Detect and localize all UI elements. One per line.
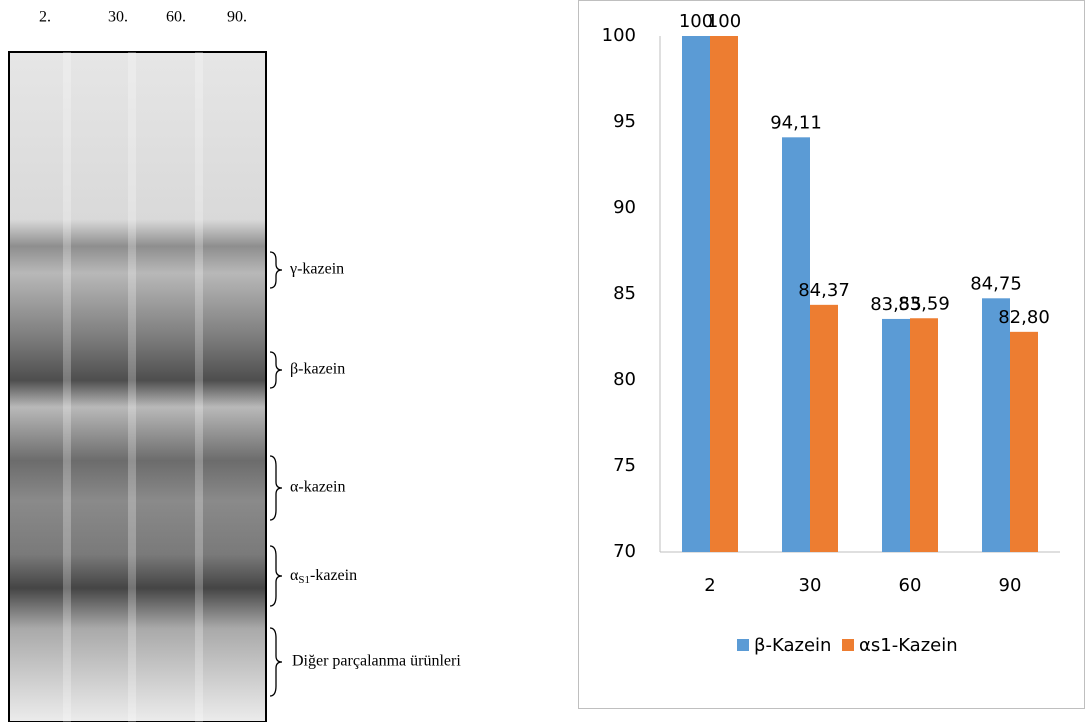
y-tick-label: 85 [613, 283, 636, 304]
band-label: αS1-kazein [290, 567, 357, 586]
lane-label: 90. [227, 9, 247, 26]
y-tick-label: 90 [613, 197, 636, 218]
band-label: α-kazein [290, 479, 345, 496]
y-tick-label: 95 [613, 111, 636, 132]
band-label: Diğer parçalanma ürünleri [292, 653, 461, 670]
chart-frame [578, 0, 1085, 709]
band-suffix: -kazein [310, 567, 357, 584]
bar [882, 318, 910, 552]
y-tick-label: 100 [602, 25, 636, 46]
y-tick-label: 80 [613, 369, 636, 390]
legend-swatch [842, 639, 854, 651]
x-tick-label: 90 [999, 575, 1022, 596]
lane-label: 60. [166, 9, 186, 26]
band-label: γ-kazein [289, 261, 344, 278]
bar [910, 318, 938, 552]
bar [1010, 331, 1038, 552]
x-tick-label: 60 [899, 575, 922, 596]
data-label: 100 [707, 11, 741, 32]
bar [710, 36, 738, 552]
data-label: 84,37 [798, 280, 850, 301]
bar [682, 36, 710, 552]
data-label: 82,80 [998, 307, 1050, 328]
data-label: 83,59 [898, 293, 950, 314]
data-label: 94,11 [770, 112, 822, 133]
data-label: 83,55 [870, 294, 922, 315]
band-symbol: α [290, 567, 299, 584]
x-tick-label: 30 [799, 575, 822, 596]
x-tick-label: 2 [704, 575, 715, 596]
band-subscript: S1 [298, 574, 310, 586]
band-label: β-kazein [290, 361, 345, 378]
data-label: 84,75 [970, 273, 1022, 294]
legend-label: β-Kazein [754, 635, 831, 656]
y-tick-label: 75 [613, 455, 636, 476]
data-label: 100 [679, 11, 713, 32]
bar [810, 304, 838, 552]
braces [269, 251, 283, 697]
lane-label: 2. [39, 9, 51, 26]
legend-swatch [737, 639, 749, 651]
lane-label: 30. [108, 9, 128, 26]
y-tick-label: 70 [613, 541, 636, 562]
bar [782, 137, 810, 553]
gel-image [8, 51, 267, 722]
legend-label: αs1-Kazein [859, 635, 958, 656]
bar [982, 298, 1010, 552]
